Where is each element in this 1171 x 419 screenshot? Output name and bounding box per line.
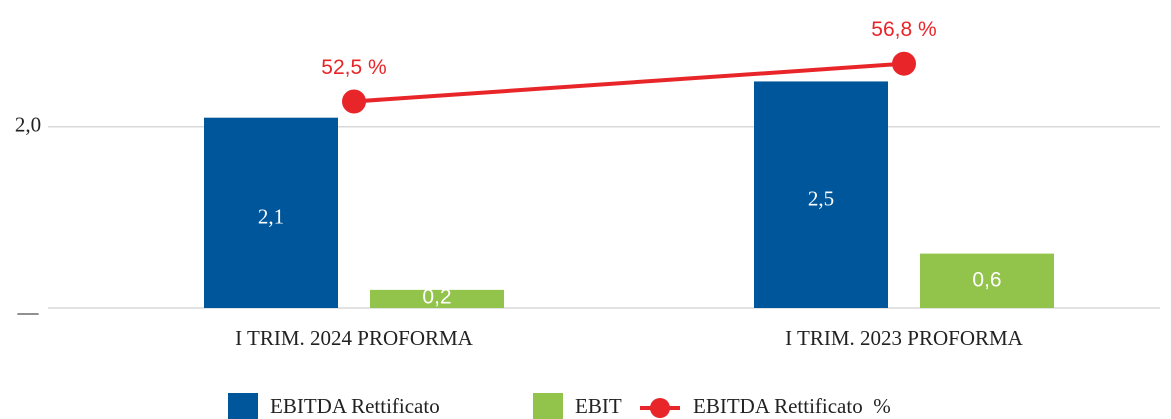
legend-swatch — [228, 393, 258, 419]
y-tick-label: — — [17, 300, 40, 324]
legend-marker — [650, 398, 670, 418]
x-tick-label: I TRIM. 2024 PROFORMA — [235, 326, 473, 350]
data-label: 52,5 % — [321, 56, 386, 79]
line — [353, 61, 905, 104]
bar — [370, 289, 504, 308]
legend-label: EBITDA Rettificato % — [693, 394, 891, 418]
data-label: 56,8 % — [871, 18, 936, 41]
bar — [754, 81, 888, 308]
legend-label: EBITDA Rettificato — [270, 394, 440, 418]
data-label: 2,5 — [808, 187, 834, 211]
bar — [204, 117, 338, 308]
x-tick-label: I TRIM. 2023 PROFORMA — [785, 326, 1023, 350]
line-marker — [892, 51, 916, 76]
y-tick-label: 2,0 — [15, 113, 41, 137]
legend-label: EBIT — [575, 394, 622, 418]
line-marker — [342, 89, 366, 114]
data-label: 0,2 — [422, 286, 451, 309]
data-label: 2,1 — [258, 205, 284, 229]
bar — [920, 253, 1054, 308]
legend-swatch — [533, 393, 563, 419]
data-label: 0,6 — [972, 268, 1001, 291]
